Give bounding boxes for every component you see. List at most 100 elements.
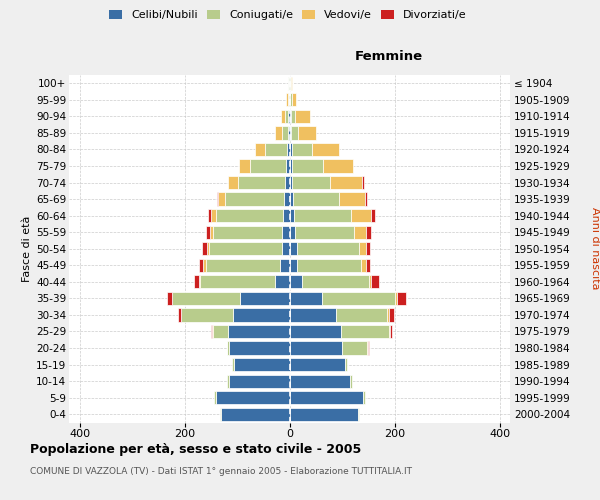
Bar — [292, 176, 330, 189]
Bar — [286, 160, 290, 172]
Text: Femmine: Femmine — [355, 50, 423, 63]
Bar — [391, 325, 392, 338]
Bar — [366, 226, 371, 239]
Bar — [359, 242, 365, 256]
Bar — [290, 258, 297, 272]
Bar — [341, 325, 389, 338]
Bar — [294, 209, 351, 222]
Bar — [297, 242, 359, 256]
Bar — [218, 192, 226, 205]
Y-axis label: Fasce di età: Fasce di età — [22, 216, 32, 282]
Bar — [226, 192, 284, 205]
Bar — [340, 192, 365, 205]
Bar — [290, 110, 295, 123]
Bar — [181, 308, 233, 322]
Bar — [227, 176, 238, 189]
Bar — [290, 374, 350, 388]
Bar — [351, 209, 371, 222]
Bar — [200, 275, 275, 288]
Bar — [395, 292, 397, 305]
Text: COMUNE DI VAZZOLA (TV) - Dati ISTAT 1° gennaio 2005 - Elaborazione TUTTITALIA.IT: COMUNE DI VAZZOLA (TV) - Dati ISTAT 1° g… — [30, 468, 412, 476]
Bar — [213, 325, 227, 338]
Bar — [290, 342, 342, 354]
Bar — [216, 391, 290, 404]
Bar — [342, 342, 367, 354]
Bar — [344, 358, 347, 371]
Bar — [199, 258, 203, 272]
Bar — [281, 242, 290, 256]
Bar — [235, 358, 290, 371]
Bar — [232, 358, 235, 371]
Bar — [368, 342, 369, 354]
Bar — [290, 126, 291, 140]
Bar — [217, 192, 218, 205]
Bar — [214, 391, 216, 404]
Bar — [206, 226, 210, 239]
Bar — [281, 110, 285, 123]
Bar — [227, 342, 229, 354]
Bar — [290, 143, 292, 156]
Bar — [362, 176, 364, 189]
Bar — [286, 93, 288, 106]
Bar — [172, 292, 239, 305]
Bar — [285, 110, 289, 123]
Bar — [210, 226, 213, 239]
Bar — [265, 143, 287, 156]
Bar — [211, 209, 216, 222]
Bar — [292, 160, 323, 172]
Bar — [199, 275, 200, 288]
Bar — [290, 93, 292, 106]
Bar — [250, 160, 286, 172]
Bar — [336, 308, 387, 322]
Bar — [286, 176, 290, 189]
Bar — [330, 176, 362, 189]
Bar — [290, 176, 292, 189]
Bar — [290, 292, 322, 305]
Bar — [211, 325, 212, 338]
Y-axis label: Anni di nascita: Anni di nascita — [590, 208, 600, 290]
Bar — [371, 275, 379, 288]
Bar — [354, 226, 366, 239]
Bar — [227, 325, 290, 338]
Bar — [389, 325, 391, 338]
Bar — [298, 126, 316, 140]
Bar — [233, 308, 290, 322]
Bar — [203, 258, 205, 272]
Bar — [350, 374, 352, 388]
Bar — [221, 408, 290, 421]
Bar — [280, 258, 290, 272]
Bar — [238, 176, 286, 189]
Bar — [167, 292, 172, 305]
Bar — [290, 325, 341, 338]
Bar — [209, 242, 281, 256]
Bar — [297, 258, 361, 272]
Bar — [302, 275, 370, 288]
Bar — [281, 126, 288, 140]
Bar — [291, 126, 298, 140]
Bar — [387, 308, 389, 322]
Bar — [282, 226, 290, 239]
Bar — [290, 226, 295, 239]
Bar — [229, 374, 290, 388]
Bar — [290, 308, 336, 322]
Bar — [365, 192, 367, 205]
Bar — [178, 308, 181, 322]
Bar — [290, 160, 292, 172]
Bar — [227, 374, 229, 388]
Bar — [283, 209, 290, 222]
Bar — [358, 408, 359, 421]
Bar — [287, 143, 290, 156]
Bar — [239, 160, 250, 172]
Bar — [371, 209, 375, 222]
Bar — [370, 275, 371, 288]
Bar — [220, 408, 221, 421]
Bar — [295, 226, 354, 239]
Bar — [292, 93, 296, 106]
Bar — [216, 209, 283, 222]
Bar — [288, 126, 290, 140]
Bar — [290, 275, 302, 288]
Bar — [292, 143, 311, 156]
Bar — [363, 391, 365, 404]
Bar — [205, 258, 280, 272]
Bar — [289, 110, 290, 123]
